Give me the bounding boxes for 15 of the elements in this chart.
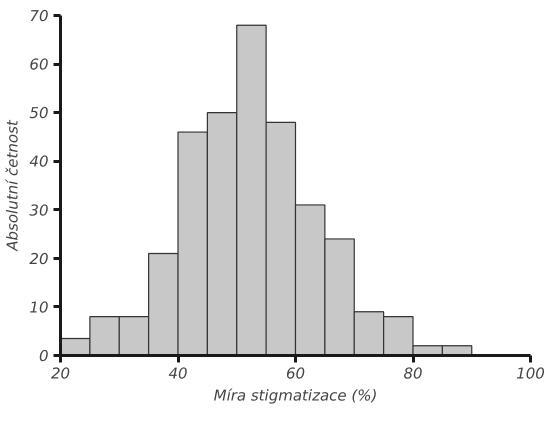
x-tick-label: 100 <box>516 364 545 382</box>
y-tick-label: 0 <box>38 347 49 365</box>
y-tick-label: 50 <box>29 104 49 122</box>
y-tick-label: 10 <box>29 298 49 316</box>
y-tick-label: 60 <box>29 56 49 74</box>
y-axis-title: Absolutní četnost <box>3 119 22 252</box>
x-axis-title: Míra stigmatizace (%) <box>214 386 378 404</box>
x-tick-label: 20 <box>50 364 70 382</box>
x-tick-label: 60 <box>286 364 306 382</box>
y-tick-label: 70 <box>29 7 49 25</box>
y-tick-label: 40 <box>29 152 49 171</box>
y-tick-label: 20 <box>29 250 49 268</box>
x-tick-label: 80 <box>403 364 423 382</box>
y-tick-label: 30 <box>29 201 49 220</box>
x-tick-label: 40 <box>168 364 188 382</box>
